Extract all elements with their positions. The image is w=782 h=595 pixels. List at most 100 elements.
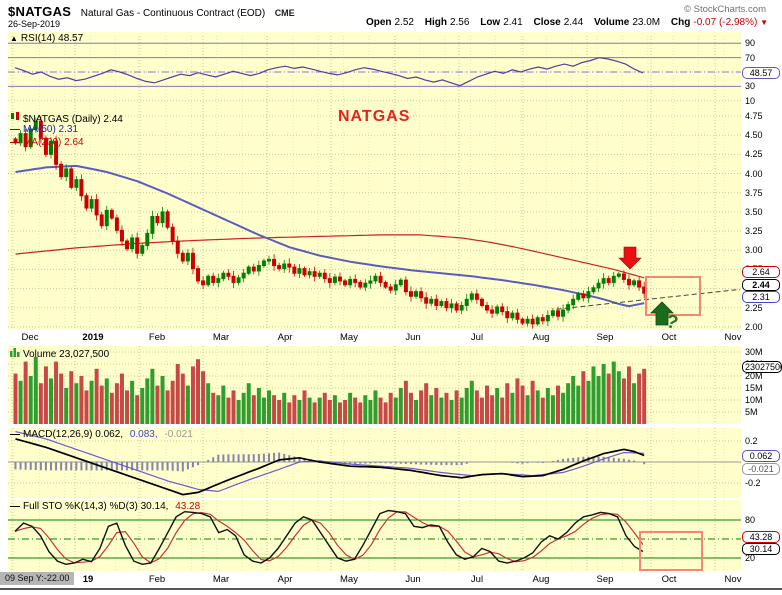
macd-histogram-bar (126, 462, 129, 471)
volume-bar (332, 395, 337, 424)
volume-bar (292, 395, 297, 424)
macd-histogram-bar (161, 462, 164, 471)
close-value-box: 2.44 (742, 279, 780, 291)
month-label-bottom: Feb (148, 574, 166, 585)
macd-histogram-bar (283, 453, 286, 462)
candle (632, 280, 637, 286)
candle (490, 309, 495, 314)
candle (160, 211, 165, 224)
candle (383, 281, 388, 288)
low-label: Low (480, 17, 501, 28)
volume-bar (464, 388, 469, 424)
macd-histogram-bar (151, 462, 154, 471)
macd-histogram-bar (227, 454, 230, 462)
macd-histogram-bar (551, 460, 554, 462)
macd-histogram-bar (617, 458, 620, 462)
sto-d-value: 43.28 (175, 501, 201, 512)
macd-histogram-bar (202, 462, 205, 463)
macd-histogram-bar (536, 462, 539, 463)
volume-bar (48, 378, 53, 424)
volume-tick-label: 10M (745, 395, 763, 405)
volume-bar (307, 397, 312, 424)
candle (571, 298, 576, 306)
candle (353, 278, 358, 283)
macd-histogram-bar (237, 454, 240, 462)
macd-histogram-bar (171, 462, 174, 471)
candle (256, 265, 261, 272)
candle (601, 278, 606, 284)
macd-histogram-bar (420, 462, 423, 465)
macd-histogram-bar (440, 462, 443, 466)
macd-histogram-bar (222, 454, 225, 462)
candle (591, 287, 596, 293)
month-label-bottom: Sep (596, 574, 614, 585)
volume-bar (69, 371, 74, 424)
candle (292, 266, 297, 274)
month-label-top: Jun (405, 332, 421, 343)
volume-bar (43, 366, 48, 424)
macd-histogram-bar (24, 462, 27, 470)
macd-histogram-bar (136, 462, 139, 471)
volume-bar (79, 376, 84, 424)
candle (201, 280, 206, 286)
macd-histogram-bar (607, 457, 610, 462)
open-value: 2.52 (394, 17, 414, 28)
macd-histogram-bar (592, 456, 595, 462)
green-up-arrow-annotation (650, 301, 674, 326)
macd-histogram-bar (252, 454, 255, 462)
volume-bar (591, 366, 596, 424)
candle (348, 278, 353, 286)
candle (74, 179, 79, 188)
macd-histogram-bar (146, 462, 149, 471)
macd-histogram-bar (262, 453, 265, 462)
volume-bar (540, 397, 545, 424)
volume-bar (201, 371, 206, 424)
macd-histogram-bar (110, 462, 113, 471)
candle (474, 293, 479, 300)
candle (125, 240, 130, 250)
volume-bar (485, 385, 490, 424)
candle (459, 304, 464, 311)
macd-histogram-bar (197, 462, 200, 466)
macd-histogram-bar (622, 458, 625, 462)
candle (130, 237, 135, 250)
breakout-box-annotation (645, 276, 701, 316)
macd-histogram-bar (409, 462, 412, 465)
macd-histogram-bar (633, 460, 636, 462)
candle (206, 275, 211, 286)
macd-histogram-bar (415, 462, 418, 465)
macd-histogram-bar (232, 454, 235, 462)
candle (84, 195, 89, 209)
volume-bar (398, 388, 403, 424)
macd-tick-label: 0.2 (745, 436, 758, 446)
volume-bar (180, 373, 185, 424)
volume-bar (525, 395, 530, 424)
volume-bar (383, 402, 388, 424)
candlestick-icon (10, 111, 20, 125)
chg-label: Chg (670, 17, 691, 28)
volume-bar (571, 376, 576, 424)
candle (221, 272, 226, 280)
close-label: Close (533, 17, 561, 28)
volume-bar (74, 383, 79, 424)
macd-signal-line (15, 431, 645, 493)
candle (479, 298, 484, 306)
macd-histogram-bar (95, 462, 98, 471)
volume-bar (89, 380, 94, 424)
candle (307, 271, 312, 276)
volume-bar (449, 400, 454, 424)
month-label-bottom: 19 (82, 574, 94, 585)
rsi-tick-label: 70 (745, 52, 756, 63)
sto-box-annotation (639, 531, 703, 571)
macd-histogram-bar (247, 454, 250, 462)
price-tick-label: 3.25 (745, 226, 763, 237)
volume-bar (287, 402, 292, 424)
candle (525, 318, 530, 324)
volume-bar (596, 376, 601, 424)
symbol: $NATGAS (8, 4, 72, 19)
month-label-top: Dec (21, 332, 39, 343)
month-label-top: Oct (661, 332, 677, 343)
volume-bar (424, 383, 429, 424)
candle (317, 272, 322, 277)
volume-bar (479, 397, 484, 424)
